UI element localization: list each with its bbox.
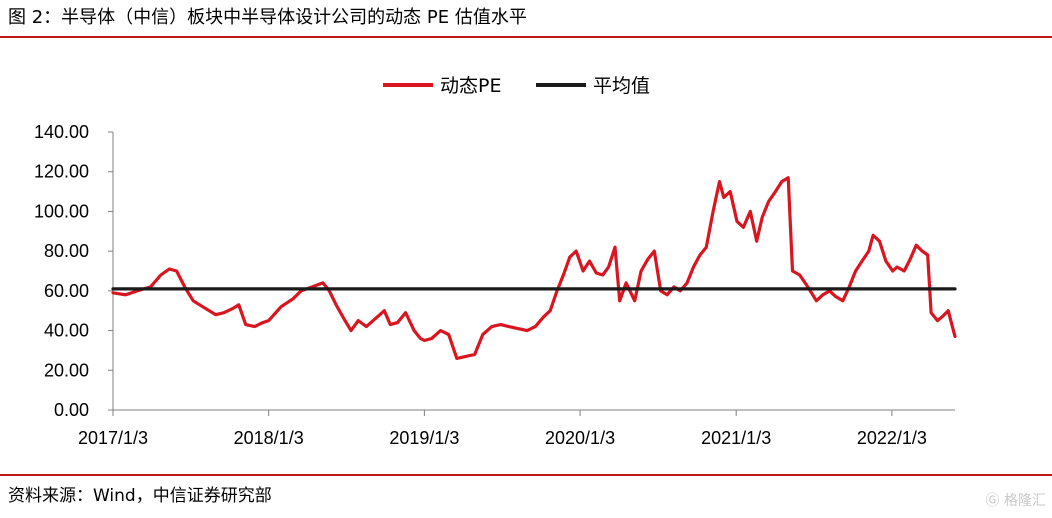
pe-line-chart: 0.00 20.00 40.00 60.00 80.00 100.00 120.00 140.… [34,75,957,448]
x-tick-label: 2022/1/3 [857,428,927,448]
y-tick-label: 80.00 [44,241,89,261]
pe-series-line [111,176,957,360]
legend-pe-label: 动态PE [440,75,501,97]
title-divider [0,36,1052,38]
watermark-logo: Ⓖ 格隆汇 [986,490,1046,510]
watermark-text: 格隆汇 [1004,493,1046,509]
x-tick-label: 2017/1/3 [78,428,148,448]
x-tick-label: 2020/1/3 [545,428,615,448]
x-tick-label: 2018/1/3 [234,428,304,448]
figure-title: 图 2：半导体（中信）板块中半导体设计公司的动态 PE 估值水平 [8,7,527,28]
x-tick-label: 2021/1/3 [701,428,771,448]
y-tick-label: 100.00 [34,201,89,221]
y-tick-label: 0.00 [54,400,89,420]
footer-divider [0,474,1052,476]
y-tick-label: 120.00 [34,162,89,182]
source-note: 资料来源：Wind，中信证券研究部 [8,486,272,506]
x-tick-label: 2019/1/3 [389,428,459,448]
y-tick-label: 140.00 [34,122,89,142]
legend-average-label: 平均值 [593,75,650,97]
y-tick-label: 20.00 [44,360,89,380]
y-tick-label: 40.00 [44,321,89,341]
watermark-glyph: Ⓖ [985,493,1000,509]
y-tick-label: 60.00 [44,281,89,301]
